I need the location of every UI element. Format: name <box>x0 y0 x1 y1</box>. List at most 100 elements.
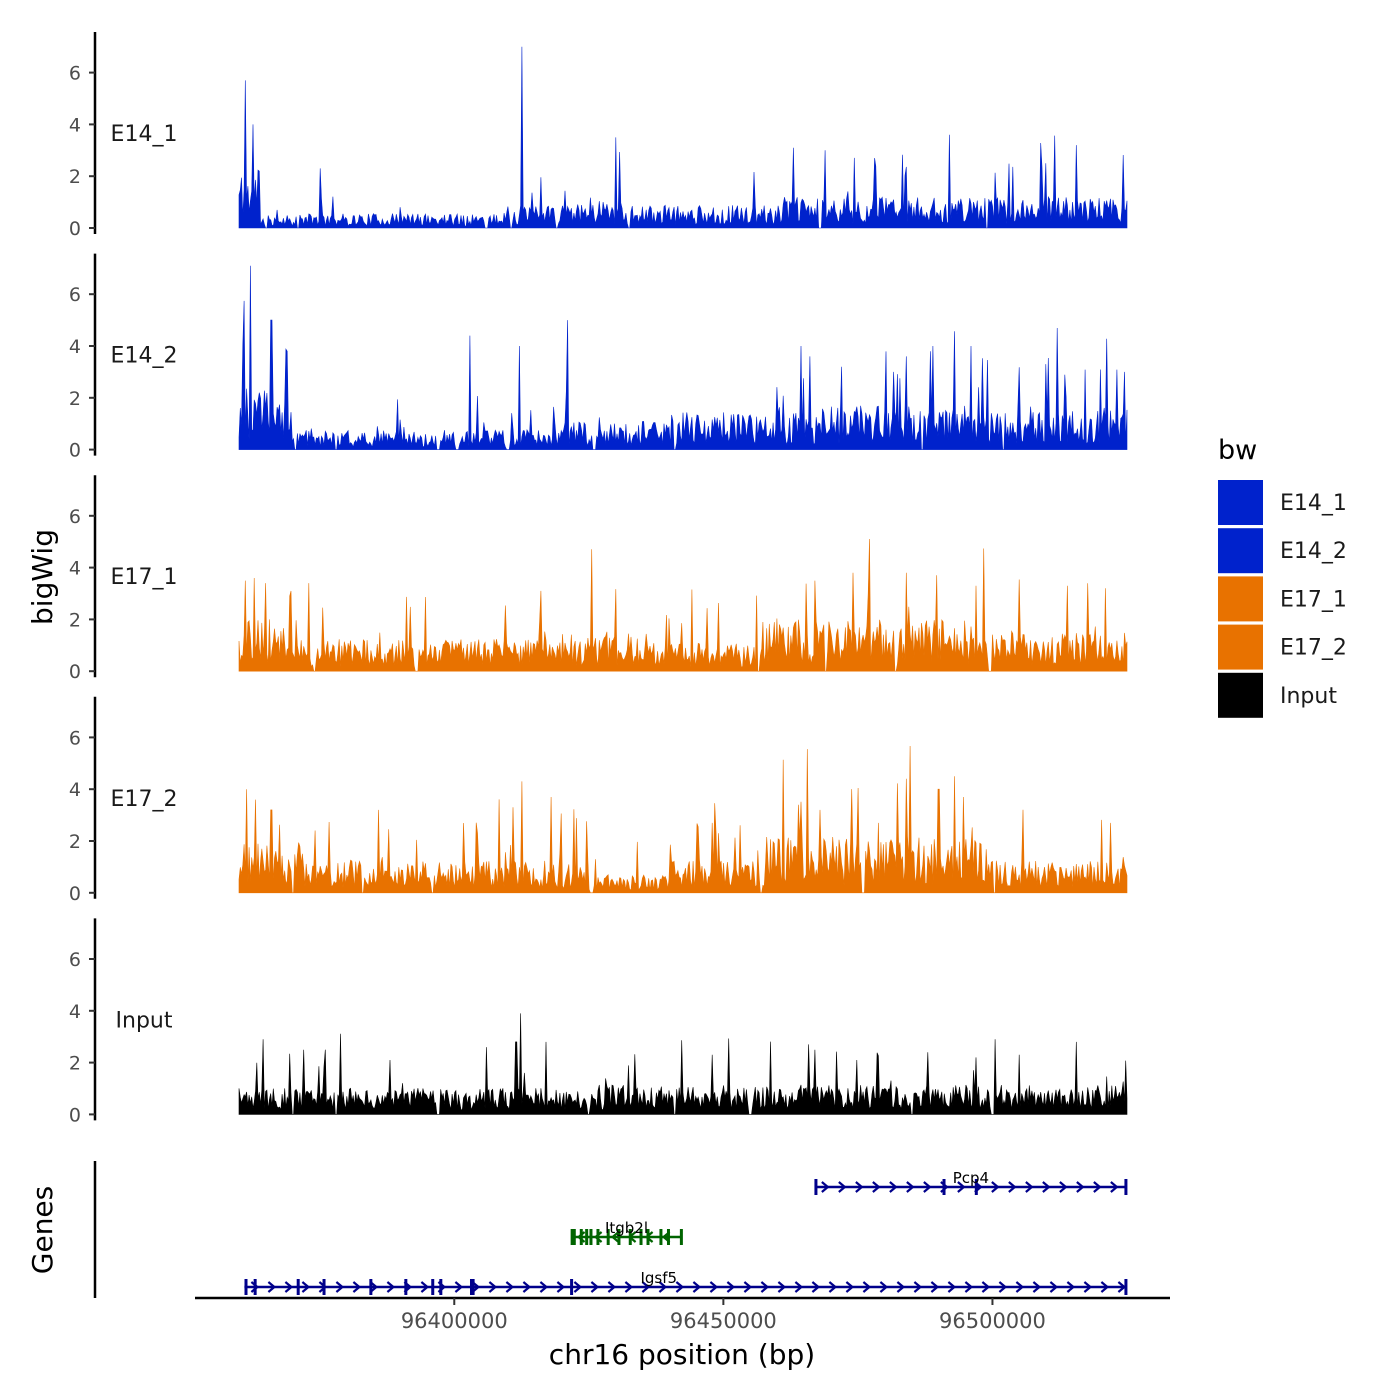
strand-arrow <box>675 1281 685 1293</box>
gene-pcp4: Pcp4 <box>814 1169 1128 1195</box>
strand-arrow <box>301 1281 311 1293</box>
strand-arrow <box>267 1281 277 1293</box>
exon <box>439 1279 443 1295</box>
strand-arrow <box>981 1281 991 1293</box>
y-tick-label: 6 <box>69 727 81 749</box>
y-tick-label: 0 <box>69 218 81 240</box>
strand-arrow <box>624 1281 634 1293</box>
y-tick-label: 2 <box>69 831 81 853</box>
y-tick-label: 4 <box>69 558 81 580</box>
strand-arrow <box>1117 1281 1127 1293</box>
signal-area <box>238 1013 1128 1115</box>
strand-arrow <box>1059 1181 1068 1193</box>
strand-arrow <box>692 1281 702 1293</box>
exon <box>570 1279 574 1295</box>
strand-arrow <box>1042 1181 1051 1193</box>
strand-arrow <box>641 1281 651 1293</box>
y-tick-label: 4 <box>69 779 81 801</box>
y-tick-label: 4 <box>69 114 81 136</box>
strand-arrow <box>1083 1281 1093 1293</box>
strand-arrow <box>1076 1181 1085 1193</box>
strand-arrow <box>862 1281 872 1293</box>
strand-arrow <box>896 1281 906 1293</box>
gene-track: Pcp4 Itgb2l Igsf5 <box>93 1161 1128 1298</box>
strand-arrow <box>1032 1281 1042 1293</box>
strand-arrow <box>250 1281 260 1293</box>
track-e14-1: 0 2 4 6 E14_1 <box>69 32 1128 240</box>
y-tick-label: 4 <box>69 1001 81 1023</box>
strand-arrow <box>879 1281 889 1293</box>
exon <box>814 1179 818 1195</box>
y-tick-label: 0 <box>69 883 81 905</box>
gene-label: Itgb2l <box>605 1219 648 1237</box>
bigwig-tracks: 0 2 4 6 E14_1 0 2 4 6 E14_2 0 2 4 6 E17_1 0 2 4 6 E17_2 0 2 4 6… <box>69 32 1128 1126</box>
x-axis: 96400000 96450000 96500000 <box>195 1296 1170 1333</box>
strand-arrow <box>1093 1181 1102 1193</box>
exon <box>1124 1279 1128 1295</box>
strand-arrow <box>539 1281 549 1293</box>
signal-area <box>238 538 1128 672</box>
strand-arrow <box>811 1281 821 1293</box>
strand-arrow <box>828 1281 838 1293</box>
gene-label: Igsf5 <box>640 1269 677 1287</box>
exon <box>253 1279 257 1295</box>
exon <box>596 1229 600 1245</box>
strand-arrow <box>957 1181 966 1193</box>
exon <box>639 1229 643 1245</box>
gene-itgb2l: Itgb2l <box>570 1219 683 1245</box>
y-tick-label: 2 <box>69 166 81 188</box>
strand-arrow <box>889 1181 898 1193</box>
strand-arrow <box>522 1281 532 1293</box>
exon <box>646 1229 650 1245</box>
strand-arrow <box>1049 1281 1059 1293</box>
gene-igsf5: Igsf5 <box>244 1269 1128 1295</box>
strand-arrow <box>794 1281 804 1293</box>
strand-arrow <box>335 1281 345 1293</box>
y-axis-title: bigWig <box>26 529 59 625</box>
strand-arrow <box>838 1181 847 1193</box>
strand-arrow <box>906 1181 915 1193</box>
exon <box>1124 1179 1128 1195</box>
y-tick-label: 2 <box>69 1053 81 1075</box>
strand-arrow <box>855 1181 864 1193</box>
y-tick-label: 6 <box>69 506 81 528</box>
legend-label: E14_1 <box>1280 491 1347 516</box>
strand-arrow <box>1100 1281 1110 1293</box>
strand-arrow <box>573 1281 583 1293</box>
exon <box>369 1279 373 1295</box>
exon <box>404 1279 408 1295</box>
y-tick-label: 2 <box>69 609 81 631</box>
exon <box>617 1229 621 1245</box>
signal-area <box>238 265 1128 450</box>
strand-arrow <box>1066 1281 1076 1293</box>
exon <box>244 1279 248 1295</box>
track-label: E14_1 <box>111 122 178 147</box>
strand-arrow <box>913 1281 923 1293</box>
strand-arrow <box>923 1181 932 1193</box>
exon <box>572 1229 576 1245</box>
track-label: E17_1 <box>111 565 178 590</box>
track-label: Input <box>116 1008 173 1033</box>
exon <box>579 1229 583 1245</box>
exon <box>471 1279 475 1295</box>
strand-arrow <box>709 1281 719 1293</box>
y-tick-label: 2 <box>69 388 81 410</box>
strand-arrow <box>964 1281 974 1293</box>
track-e17-2: 0 2 4 6 E17_2 <box>69 696 1128 905</box>
genes-axis-title: Genes <box>26 1186 59 1274</box>
x-tick-label: 96500000 <box>939 1309 1046 1333</box>
strand-arrow <box>1025 1181 1034 1193</box>
strand-arrow <box>743 1281 753 1293</box>
strand-arrow <box>556 1281 566 1293</box>
strand-arrow <box>505 1281 515 1293</box>
strand-arrow <box>590 1281 600 1293</box>
strand-arrow <box>998 1281 1008 1293</box>
strand-arrow <box>1008 1181 1017 1193</box>
y-tick-label: 6 <box>69 949 81 971</box>
exon <box>585 1229 589 1245</box>
strand-arrow <box>930 1281 940 1293</box>
legend-label: Input <box>1280 684 1337 709</box>
legend-label: E17_2 <box>1280 636 1347 661</box>
exon <box>679 1229 683 1245</box>
legend-swatch <box>1218 480 1263 525</box>
